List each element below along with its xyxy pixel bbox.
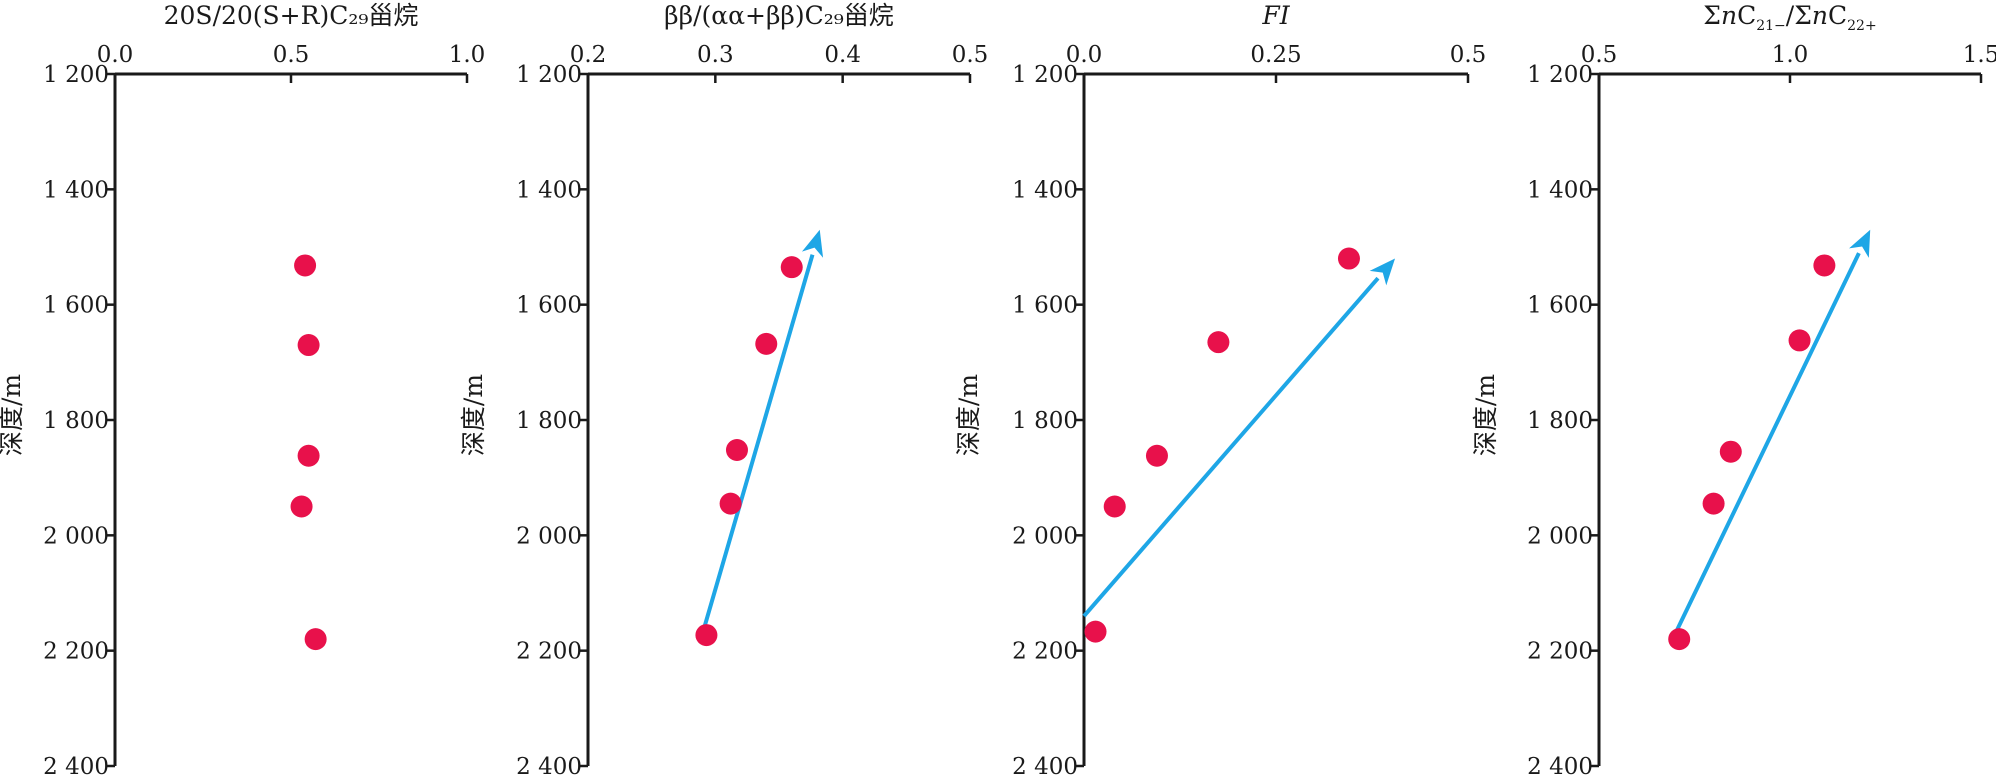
y-tick-label: 2 000 <box>43 523 109 549</box>
y-tick-label: 2 200 <box>1527 639 1593 665</box>
x-tick-label: 0.5 <box>1581 42 1618 68</box>
x-tick-label: 1.5 <box>1963 42 1996 68</box>
trend-arrow-head <box>1849 229 1871 258</box>
y-tick-label: 1 400 <box>43 177 109 203</box>
data-point <box>780 256 803 279</box>
y-axis-label: 深度/m <box>459 374 488 456</box>
y-tick-label: 1 600 <box>1527 293 1593 319</box>
data-point <box>1788 329 1811 352</box>
x-tick-label: 1.0 <box>1772 42 1809 68</box>
y-tick-label: 1 400 <box>516 177 582 203</box>
y-tick-label: 1 600 <box>516 293 582 319</box>
x-tick-label: 0.25 <box>1250 42 1301 68</box>
y-tick-label: 1 200 <box>1527 62 1593 88</box>
trend-arrow-head <box>801 229 824 258</box>
chart-title: ββ/(αα+ββ)C₂₉甾烷 <box>664 1 894 30</box>
y-tick-label: 1 800 <box>1012 408 1078 434</box>
chart-title-part: 22+ <box>1847 18 1877 34</box>
chart-title: ΣnC21−/ΣnC22+ <box>1703 1 1876 34</box>
chart-title-part: C <box>1737 1 1756 30</box>
data-point <box>1207 331 1230 354</box>
y-axis-label: 深度/m <box>0 374 26 456</box>
data-point <box>1702 492 1725 515</box>
data-point <box>1337 247 1360 270</box>
y-tick-label: 1 400 <box>1012 177 1078 203</box>
y-tick-label: 2 400 <box>1527 754 1593 777</box>
data-point <box>719 492 742 515</box>
x-tick-label: 0.3 <box>697 42 734 68</box>
y-tick-label: 2 400 <box>516 754 582 777</box>
x-tick-label: 0.0 <box>1066 42 1103 68</box>
y-tick-label: 1 200 <box>1012 62 1078 88</box>
data-point <box>725 438 748 461</box>
y-tick-label: 1 600 <box>43 293 109 319</box>
x-tick-label: 0.2 <box>570 42 607 68</box>
chart-panel-1: 20S/20(S+R)C₂₉甾烷 0.0 0.5 1.0 1 200 1 400 1 600… <box>0 1 486 780</box>
y-tick-label: 2 400 <box>1012 754 1078 777</box>
y-tick-label: 1 200 <box>516 62 582 88</box>
chart-title-part: Σ <box>1703 1 1721 30</box>
y-tick-label: 1 600 <box>1012 293 1078 319</box>
chart-title-part: 21− <box>1756 18 1786 34</box>
data-point <box>297 334 320 357</box>
x-tick-label: 0.5 <box>1450 42 1487 68</box>
data-point <box>1145 444 1168 467</box>
chart-panel-2: ββ/(αα+ββ)C₂₉甾烷 0.2 0.3 0.4 0.5 1 200 1 400 1 6… <box>459 1 989 780</box>
chart-title-part: n <box>1812 1 1828 30</box>
y-tick-label: 1 200 <box>43 62 109 88</box>
chart-title-part: n <box>1721 1 1737 30</box>
data-point <box>304 628 327 651</box>
y-tick-label: 2 200 <box>1012 639 1078 665</box>
chart-title-part: /Σ <box>1786 1 1812 30</box>
y-tick-label: 2 200 <box>516 639 582 665</box>
chart-title: FI <box>1261 1 1290 30</box>
data-point <box>1668 628 1691 651</box>
x-tick-label: 0.5 <box>952 42 989 68</box>
trend-arrow-line <box>700 254 815 634</box>
trend-arrow-line <box>1082 276 1380 618</box>
data-point <box>1719 440 1742 463</box>
x-tick-label: 0.5 <box>273 42 310 68</box>
x-tick-label: 1.0 <box>449 42 486 68</box>
data-point <box>1813 254 1836 277</box>
y-tick-label: 2 000 <box>516 523 582 549</box>
y-tick-label: 1 800 <box>516 408 582 434</box>
trend-arrow-line <box>1673 252 1861 635</box>
x-tick-label: 0.0 <box>97 42 134 68</box>
chart-panel-3: FI 0.0 0.25 0.5 1 200 1 400 1 600 1 800 2 000 2 2… <box>954 1 1487 780</box>
y-axis-label: 深度/m <box>1471 374 1500 456</box>
data-point <box>297 444 320 467</box>
data-point <box>755 332 778 355</box>
y-tick-label: 1 400 <box>1527 177 1593 203</box>
data-point <box>290 495 313 518</box>
y-tick-label: 2 400 <box>43 754 109 777</box>
y-tick-label: 1 800 <box>1527 408 1593 434</box>
y-tick-label: 1 800 <box>43 408 109 434</box>
data-point <box>695 624 718 647</box>
data-point <box>1103 495 1126 518</box>
trend-arrow-head <box>1369 258 1396 286</box>
y-tick-label: 2 200 <box>43 639 109 665</box>
y-tick-label: 2 000 <box>1012 523 1078 549</box>
data-point <box>294 254 317 277</box>
chart-title-part: C <box>1828 1 1847 30</box>
x-tick-label: 0.4 <box>824 42 861 68</box>
y-axis-label: 深度/m <box>954 374 983 456</box>
data-point <box>1084 620 1107 643</box>
y-tick-label: 2 000 <box>1527 523 1593 549</box>
chart-title: 20S/20(S+R)C₂₉甾烷 <box>164 1 419 30</box>
